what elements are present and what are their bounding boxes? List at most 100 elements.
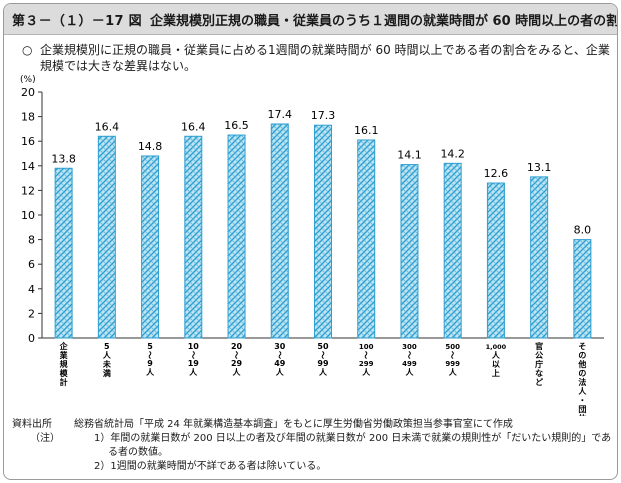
y-tick-label: 8 [28, 234, 35, 247]
bar [530, 176, 549, 339]
data-label: 8.0 [574, 224, 592, 237]
data-label: 12.6 [484, 167, 509, 180]
category-label: そ [578, 342, 586, 351]
source-row: 資料出所 総務省統計局「平成 24 年就業構造基本調査」をもとに厚生労働省労働政… [12, 418, 612, 432]
data-label: 16.4 [95, 120, 120, 133]
category-label: 〜 [318, 351, 327, 359]
bar [486, 182, 505, 339]
category-label: 人 [233, 367, 242, 377]
category-label: 99 [317, 359, 329, 368]
bar [227, 134, 246, 339]
category-label: 5 [147, 342, 153, 351]
y-axis-unit: (%) [20, 75, 36, 85]
data-label: 13.1 [527, 161, 552, 174]
y-tick-label: 2 [28, 307, 35, 320]
category-label: ・ [578, 396, 586, 405]
category-label: 100 [359, 343, 374, 351]
category-label: 〜 [404, 351, 413, 359]
category-label: 上 [492, 368, 500, 378]
bar [54, 167, 73, 339]
category-label: 人 [103, 350, 112, 360]
category-label: 9 [147, 359, 153, 368]
category-label: 499 [402, 360, 417, 368]
category-label: な [535, 369, 543, 378]
category-label: 29 [231, 359, 243, 368]
bar [270, 123, 289, 339]
category-label: 30 [274, 342, 286, 351]
bar [97, 135, 116, 339]
category-label: 庁 [534, 359, 543, 369]
category-label: 以 [492, 360, 500, 369]
source-label: 資料出所 [12, 419, 52, 430]
bar [357, 139, 376, 339]
category-label: 19 [188, 359, 200, 368]
category-label: 〜 [448, 351, 457, 359]
y-tick-label: 12 [21, 184, 35, 197]
category-label: 人 [276, 367, 285, 377]
category-label: 企 [59, 341, 69, 351]
category-label: 人 [405, 367, 414, 377]
category-label: 法 [578, 377, 586, 387]
y-tick-label: 6 [28, 258, 35, 271]
category-label: 人 [449, 367, 458, 377]
category-label: 官 [535, 341, 543, 351]
data-label: 17.4 [268, 108, 293, 121]
category-label: 〜 [145, 351, 154, 359]
category-label: 人 [362, 367, 371, 377]
category-label: 999 [445, 360, 460, 368]
category-label: の [578, 369, 586, 378]
summary: ○ 企業規模別に正規の職員・従業員に占める1週間の就業時間が 60 時間以上であ… [22, 42, 612, 74]
category-label: の [578, 351, 586, 360]
category-label: 団 [578, 405, 586, 414]
source-text: 総務省統計局「平成 24 年就業構造基本調査」をもとに厚生労働省労働政策担当参事… [74, 419, 513, 430]
category-label: 公 [535, 351, 543, 360]
category-label: 人 [189, 367, 198, 377]
bar [443, 162, 462, 339]
category-label: 10 [188, 342, 200, 351]
category-label: 5 [104, 342, 110, 351]
notes: 資料出所 総務省統計局「平成 24 年就業構造基本調査」をもとに厚生労働省労働政… [12, 418, 612, 474]
category-label: 計 [60, 377, 68, 387]
category-label: 他 [577, 359, 586, 369]
figure-panel: 第３－（１）－17 図 企業規模別正規の職員・従業員のうち１週間の就業時間が 6… [3, 3, 618, 480]
category-label: 1,000 [486, 343, 507, 351]
figure-number: 第３－（１）－17 図 [12, 14, 142, 29]
bar-chart: (%) 0 2 4 6 8 10 12 14 16 18 20 13.8 16.4 14.8 16.4 16.… [20, 75, 604, 416]
category-label: 人 [492, 350, 501, 360]
category-label: ど [535, 377, 543, 387]
summary-text: 企業規模別に正規の職員・従業員に占める1週間の就業時間が 60 時間以上である者… [40, 43, 610, 73]
y-tick-label: 16 [21, 135, 35, 148]
y-tick-label: 20 [21, 86, 35, 99]
data-label: 16.4 [181, 120, 206, 133]
note-1: 1）年間の就業日数が 200 日以上の者及び年間の就業日数が 200 日未満で就… [94, 433, 612, 458]
note-row: （注） 1）年間の就業日数が 200 日以上の者及び年間の就業日数が 200 日… [12, 432, 612, 474]
category-label: 〜 [361, 351, 370, 359]
category-label: 未 [102, 359, 111, 369]
category-label: 満 [103, 368, 111, 378]
data-label: 14.1 [397, 149, 422, 162]
y-tick-label: 0 [28, 332, 35, 345]
category-label: 300 [402, 343, 417, 351]
data-label: 16.5 [224, 119, 249, 132]
data-label: 14.8 [138, 140, 163, 153]
bar [400, 164, 419, 339]
category-label: 500 [445, 343, 460, 351]
category-label: 〜 [232, 351, 241, 359]
category-label: 〜 [188, 351, 197, 359]
data-label: 13.8 [51, 152, 76, 165]
bar [141, 155, 160, 339]
category-label: 人 [578, 386, 587, 396]
y-tick-label: 14 [21, 160, 35, 173]
summary-bullet: ○ [22, 43, 33, 57]
note-label: （注） [30, 433, 60, 444]
data-label: 17.3 [311, 109, 336, 122]
category-label: 体 [578, 413, 587, 416]
data-label: 14.2 [440, 147, 465, 160]
bar [184, 135, 203, 339]
bar [314, 124, 332, 339]
y-tick-label: 4 [28, 283, 35, 296]
figure-title: 企業規模別正規の職員・従業員のうち１週間の就業時間が 60 時間以上の者の割合 [150, 14, 618, 29]
category-label: 人 [146, 367, 155, 377]
y-tick-label: 10 [21, 209, 35, 222]
category-label: 業 [59, 350, 69, 360]
